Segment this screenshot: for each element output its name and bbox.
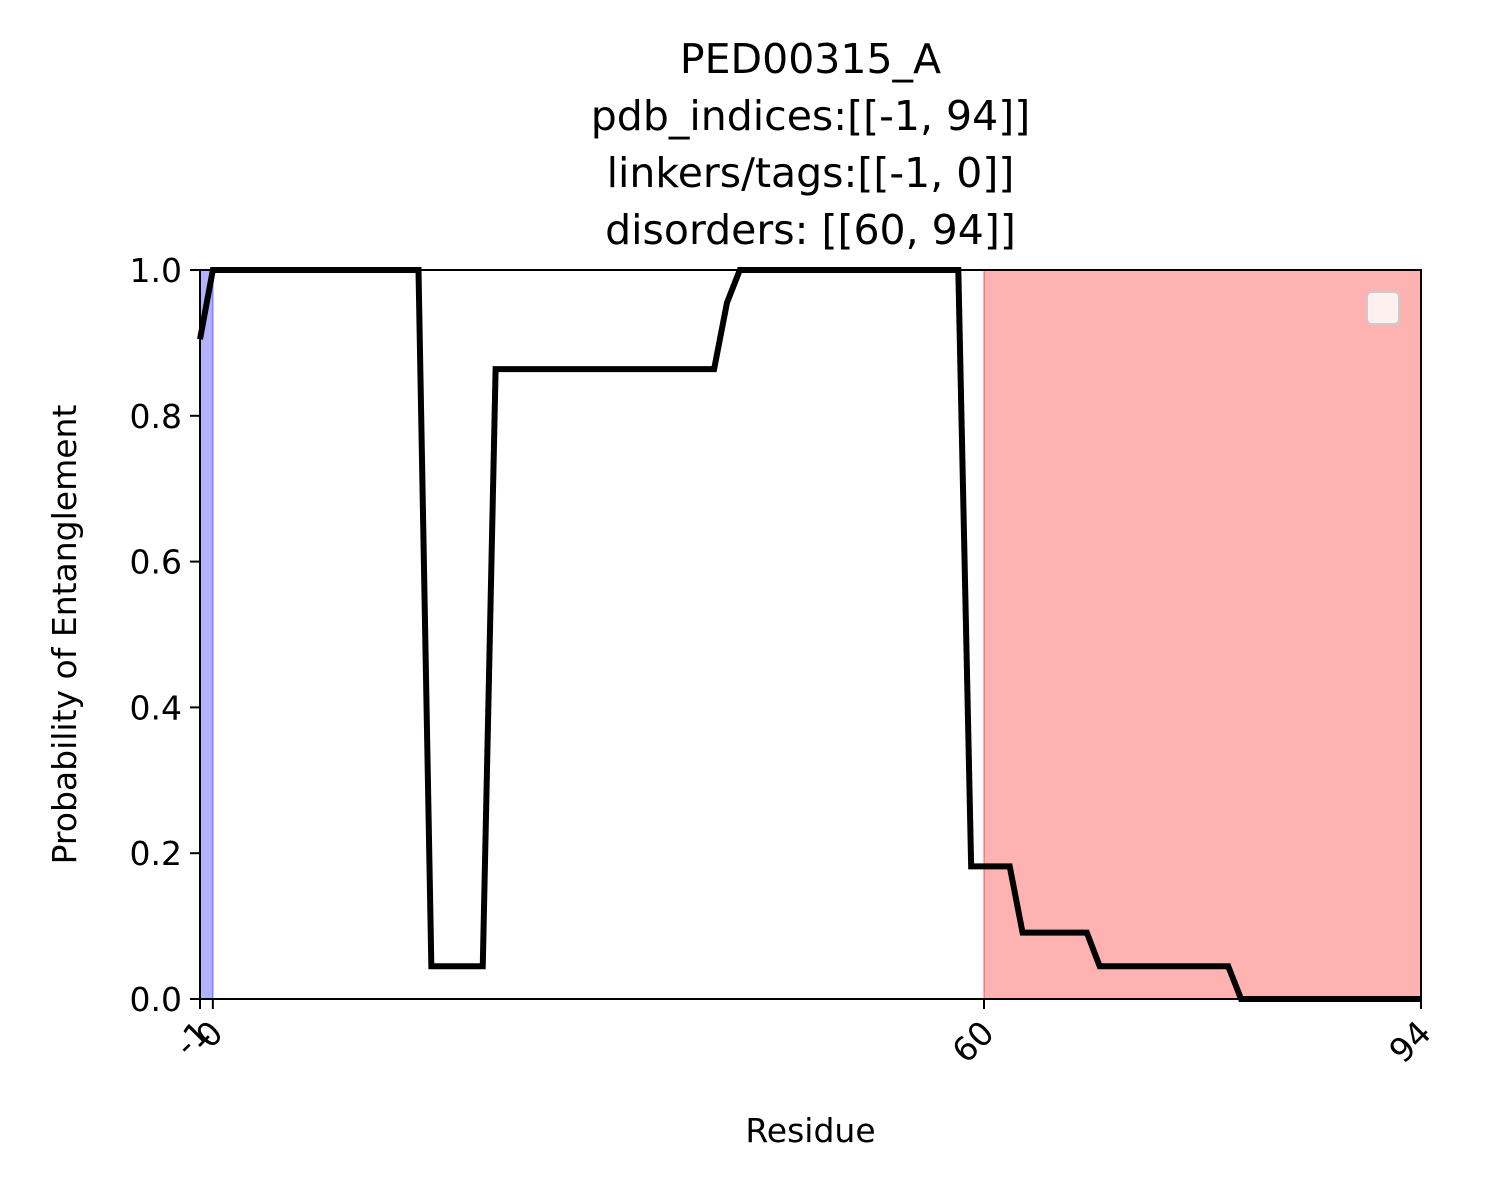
title-line-2: linkers/tags:[[-1, 0]] xyxy=(607,149,1015,197)
y-axis-ticks: 0.0 0.2 0.4 0.6 0.8 1.0 xyxy=(130,251,200,1019)
legend xyxy=(1366,291,1400,325)
shaded-region-1 xyxy=(983,269,1422,1000)
title-line-0: PED00315_A xyxy=(680,35,941,83)
y-tick-label: 0.0 xyxy=(130,980,182,1019)
y-axis-label: Probability of Entanglement xyxy=(45,405,84,865)
x-tick-label: 60 xyxy=(944,1013,1001,1070)
x-axis-label: Residue xyxy=(745,1111,875,1150)
title-line-1: pdb_indices:[[-1, 94]] xyxy=(591,92,1030,140)
x-axis-ticks: -10 60 94 xyxy=(167,999,1439,1070)
x-tick-label: 94 xyxy=(1381,1013,1438,1070)
y-tick-label: 0.6 xyxy=(130,543,182,582)
y-tick-label: 0.2 xyxy=(130,834,182,873)
chart-title: PED00315_A pdb_indices:[[-1, 94]] linkers/… xyxy=(591,35,1030,254)
title-line-3: disorders: [[60, 94]] xyxy=(605,206,1016,254)
y-tick-label: 1.0 xyxy=(130,251,182,290)
y-tick-label: 0.8 xyxy=(130,397,182,436)
shaded-region-0 xyxy=(199,269,214,1000)
plot-frame xyxy=(199,269,1422,1000)
y-tick-label: 0.4 xyxy=(130,688,182,727)
shaded-regions xyxy=(199,269,1422,1000)
